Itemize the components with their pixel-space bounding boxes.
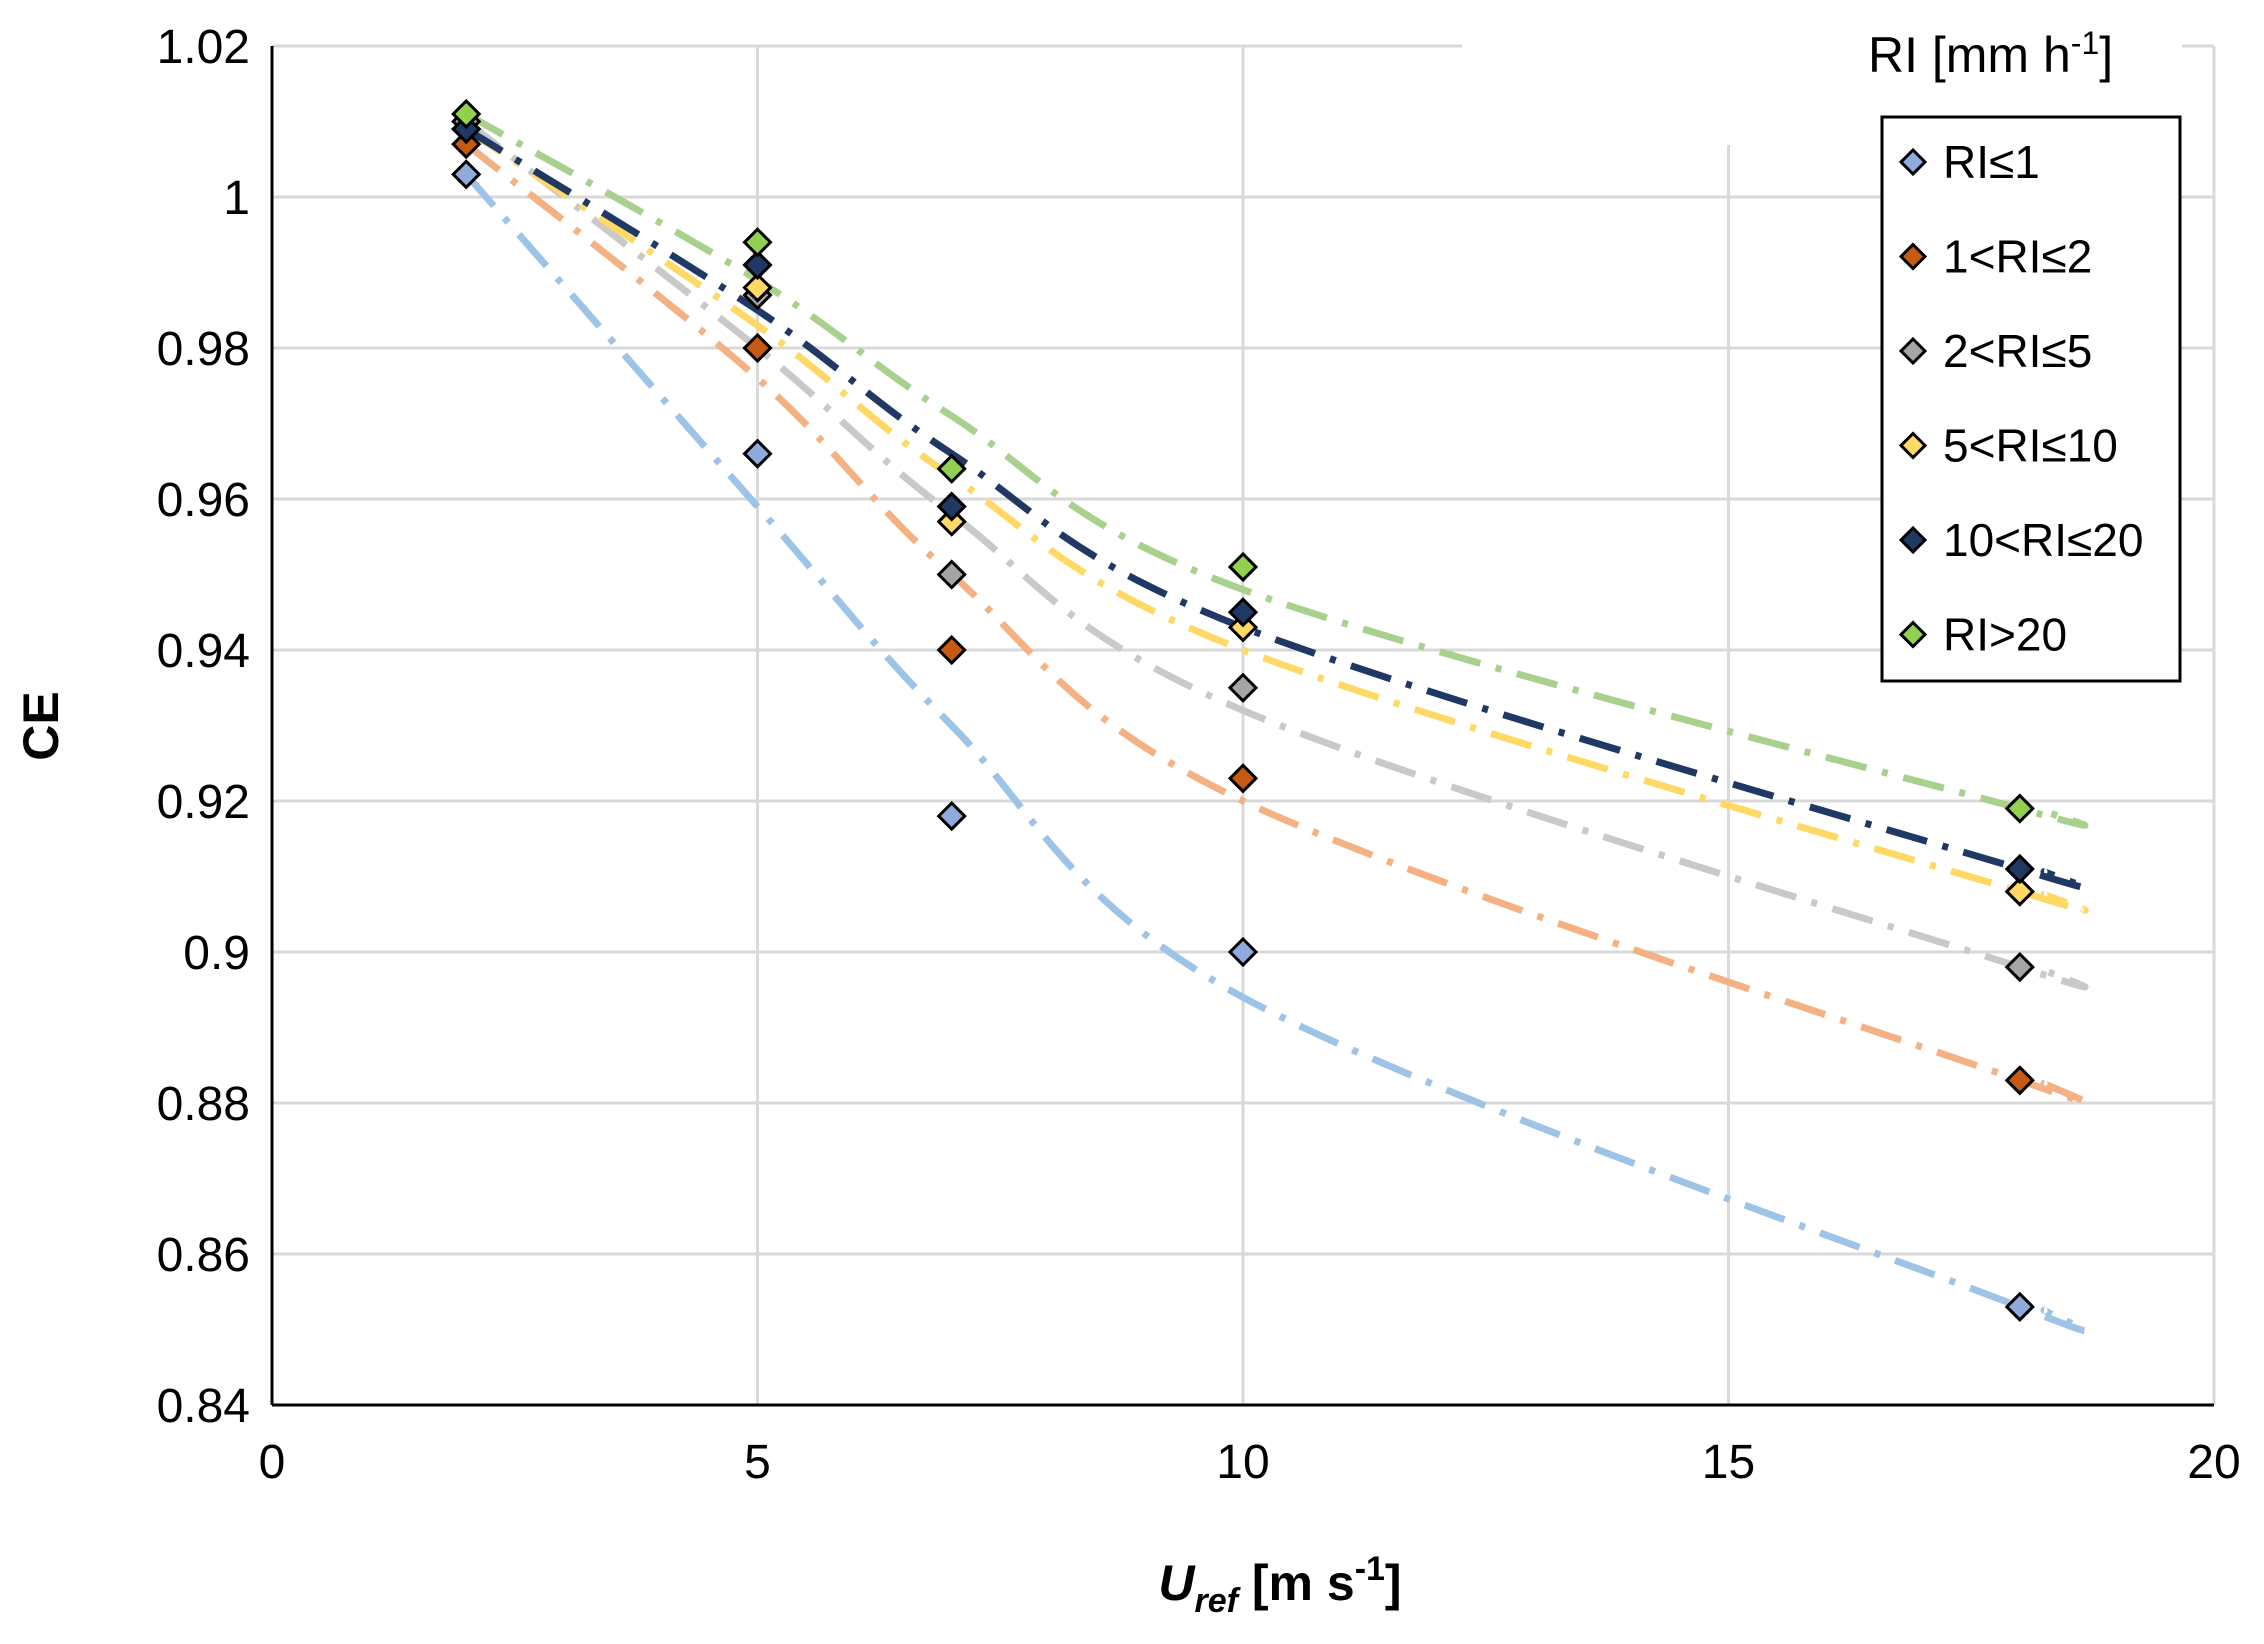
data-point-series-2 (1227, 672, 1259, 703)
trendline-4 (464, 126, 2089, 892)
data-point-series-5 (936, 453, 967, 484)
data-point-series-1 (2004, 1065, 2035, 1096)
data-point-series-3 (2004, 876, 2035, 907)
legend-label: 1<RI≤2 (1943, 231, 2092, 283)
legend-label: RI≤1 (1943, 136, 2040, 188)
x-tick-label: 15 (1702, 1436, 1755, 1489)
x-axis-title-close: ] (1385, 1555, 1402, 1611)
data-points (451, 98, 2035, 1322)
y-axis-title: CE (13, 691, 69, 760)
legend-label: 5<RI≤10 (1943, 420, 2118, 472)
y-tick-label: 0.84 (157, 1380, 250, 1433)
x-tick-label: 0 (259, 1436, 286, 1489)
legend-marker (1898, 336, 1928, 366)
data-point-series-0 (936, 800, 967, 832)
y-tick-label: 0.9 (183, 927, 250, 980)
legend-label: 2<RI≤5 (1943, 325, 2092, 377)
data-point-series-1 (936, 634, 967, 666)
data-point-series-2 (936, 559, 967, 590)
x-axis-title-superscript: -1 (1355, 1550, 1385, 1588)
data-point-series-4 (742, 249, 773, 281)
data-point-series-0 (1227, 936, 1259, 968)
legend-label: 10<RI≤20 (1943, 514, 2143, 566)
data-point-series-1 (742, 332, 773, 364)
y-tick-label: 0.96 (157, 474, 250, 527)
x-axis-title-subscript: ref (1195, 1582, 1242, 1620)
y-tick-label: 0.98 (157, 323, 250, 376)
y-tick-label: 0.92 (157, 776, 250, 829)
data-point-series-5 (742, 227, 773, 258)
trendline-1 (464, 141, 2089, 1106)
y-tick-label: 0.88 (157, 1078, 250, 1131)
legend-box (1880, 115, 2182, 683)
data-point-series-0 (451, 159, 482, 190)
data-point-series-0 (742, 438, 773, 469)
legend-marker (1898, 242, 1928, 271)
axes (270, 46, 2214, 1407)
data-point-series-0 (2004, 1291, 2035, 1322)
legend-title: RI [mm h-1] (1868, 25, 2113, 83)
x-axis-title-unit: [m s (1238, 1555, 1355, 1611)
x-axis-title: Uref [m s-1] (1158, 1550, 1401, 1620)
x-axis-title-main: U (1158, 1555, 1196, 1611)
legend-title-close: ] (2099, 27, 2113, 83)
data-point-series-4 (2004, 853, 2035, 885)
y-tick-label: 1 (223, 172, 250, 225)
data-point-series-3 (742, 272, 773, 303)
legend-title-main: RI [mm h (1868, 27, 2071, 83)
y-tick-label: 0.86 (157, 1229, 250, 1282)
legend-label: RI>20 (1943, 609, 2067, 661)
data-point-series-5 (1227, 551, 1259, 583)
tick-labels: 0.84 0.86 0.88 0.9 0.92 0.94 0.96 0.98 1 1.02 0 5 10… (157, 21, 2241, 1489)
data-point-series-5 (2004, 793, 2035, 824)
trendline-5 (464, 110, 2089, 829)
legend-marker (1898, 620, 1928, 649)
legend-marker (1898, 431, 1928, 460)
y-tick-label: 1.02 (157, 21, 250, 74)
x-tick-label: 10 (1216, 1436, 1269, 1489)
trendlines (463, 110, 2089, 1335)
legend-marker (1898, 525, 1928, 555)
legend: RI [mm h-1] RI≤1 1<RI≤2 2<RI≤5 5<RI≤10 10<RI… (1462, 25, 2182, 683)
legend-title-superscript: -1 (2071, 25, 2099, 61)
x-tick-label: 5 (744, 1436, 771, 1489)
trendline-3 (464, 126, 2089, 914)
data-point-series-1 (1227, 763, 1259, 794)
data-point-series-4 (1227, 597, 1259, 628)
y-tick-label: 0.94 (157, 625, 250, 678)
x-tick-label: 20 (2187, 1436, 2240, 1489)
legend-marker (1898, 147, 1928, 177)
legend-items: RI≤1 1<RI≤2 2<RI≤5 5<RI≤10 10<RI≤20 RI>20 (1898, 136, 2143, 661)
data-point-series-4 (936, 491, 967, 522)
data-point-series-5 (451, 98, 482, 130)
data-point-series-2 (2004, 951, 2035, 983)
